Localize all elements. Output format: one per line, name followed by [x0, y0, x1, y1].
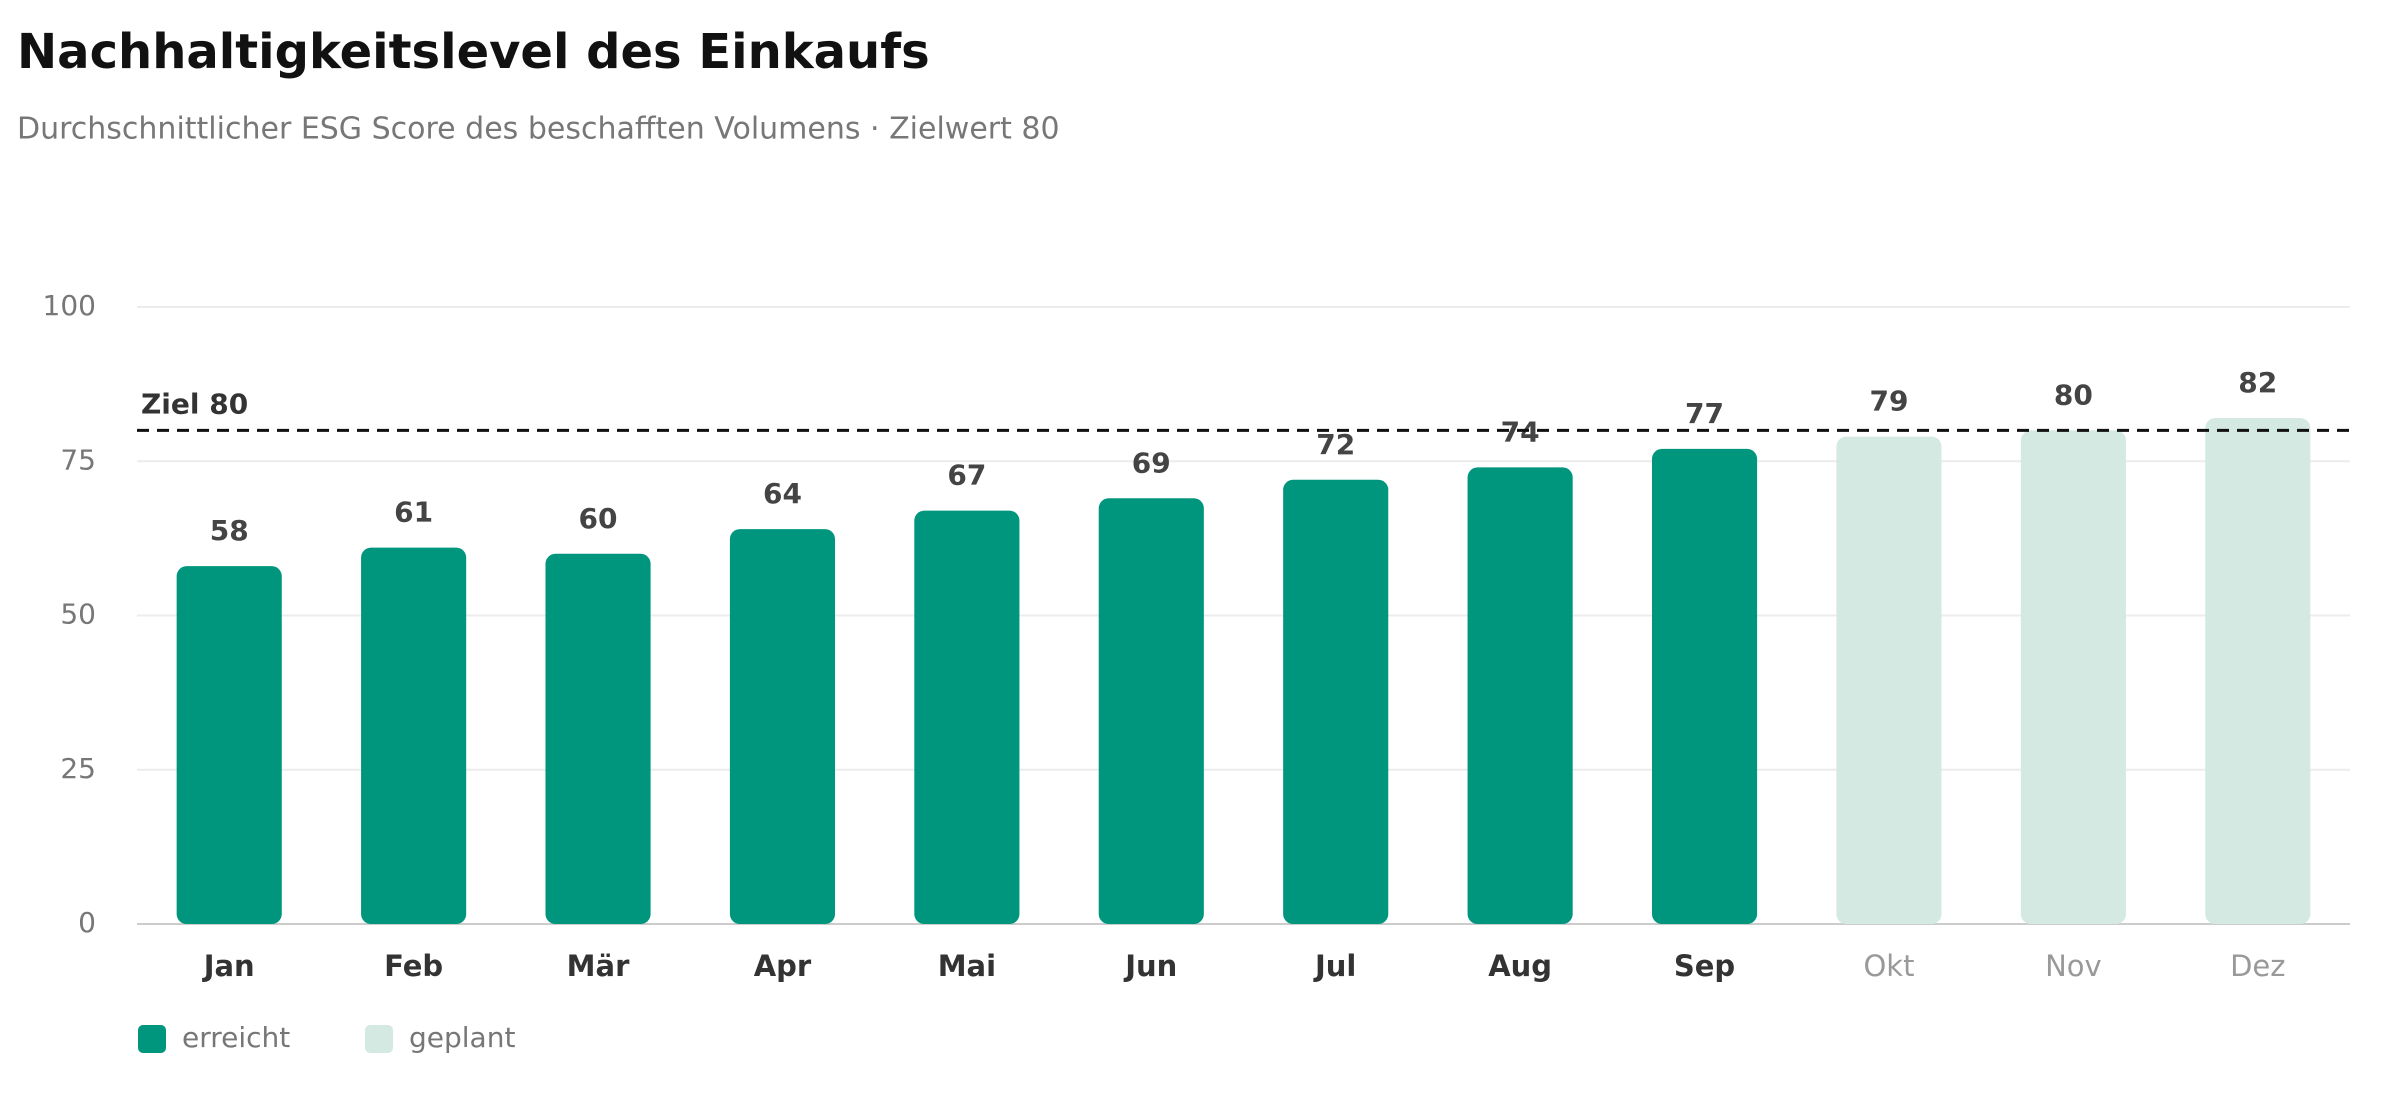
x-tick-label: Apr	[754, 949, 812, 983]
x-tick-label: Nov	[2045, 949, 2102, 983]
bar-value-label: 58	[210, 514, 249, 547]
x-tick-label: Jun	[1123, 949, 1177, 983]
bar-value-label: 67	[947, 459, 986, 492]
bar-value-label: 61	[394, 496, 433, 529]
bar-value-label: 64	[763, 477, 802, 510]
target-label: Ziel 80	[141, 387, 248, 420]
legend-swatch	[365, 1025, 393, 1053]
bar	[1651, 448, 1758, 924]
bar-value-label: 72	[1316, 428, 1355, 461]
bar-value-label: 69	[1132, 446, 1171, 479]
x-tick-label: Aug	[1488, 949, 1552, 983]
bar-value-label: 60	[579, 502, 618, 535]
x-tick-label: Sep	[1674, 949, 1735, 983]
x-tick-label: Dez	[2230, 949, 2285, 983]
bar-value-label: 80	[2054, 378, 2093, 411]
bar-value-label: 77	[1685, 397, 1724, 430]
chart-subtitle: Durchschnittlicher ESG Score des beschaf…	[17, 112, 1060, 147]
x-tick-label: Mai	[938, 949, 996, 983]
x-tick-label: Feb	[384, 949, 443, 983]
y-tick-label: 0	[78, 906, 96, 939]
x-tick-label: Jul	[1313, 949, 1356, 983]
y-tick-label: 25	[60, 752, 96, 785]
bar	[914, 510, 1020, 924]
bar-value-label: 82	[2238, 366, 2277, 399]
bar	[361, 547, 467, 924]
bar-value-label: 74	[1501, 415, 1540, 448]
y-tick-label: 50	[60, 598, 96, 631]
bar	[176, 566, 282, 924]
x-tick-label: Mär	[567, 949, 630, 983]
y-tick-label: 100	[43, 289, 96, 322]
bar	[2205, 418, 2311, 924]
bar	[545, 553, 651, 924]
bar	[1283, 479, 1389, 924]
bar	[729, 529, 836, 924]
bar	[1467, 467, 1573, 924]
legend-swatch	[138, 1025, 166, 1053]
bar	[2020, 430, 2126, 924]
legend-label: erreicht	[182, 1021, 290, 1054]
bar	[1098, 498, 1204, 924]
chart-title: Nachhaltigkeitslevel des Einkaufs	[17, 24, 930, 80]
y-tick-label: 75	[60, 443, 96, 476]
x-tick-label: Jan	[202, 949, 255, 983]
legend-label: geplant	[409, 1021, 515, 1054]
bar	[1836, 436, 1942, 924]
bar-value-label: 79	[1869, 385, 1908, 418]
x-tick-label: Okt	[1863, 949, 1914, 983]
